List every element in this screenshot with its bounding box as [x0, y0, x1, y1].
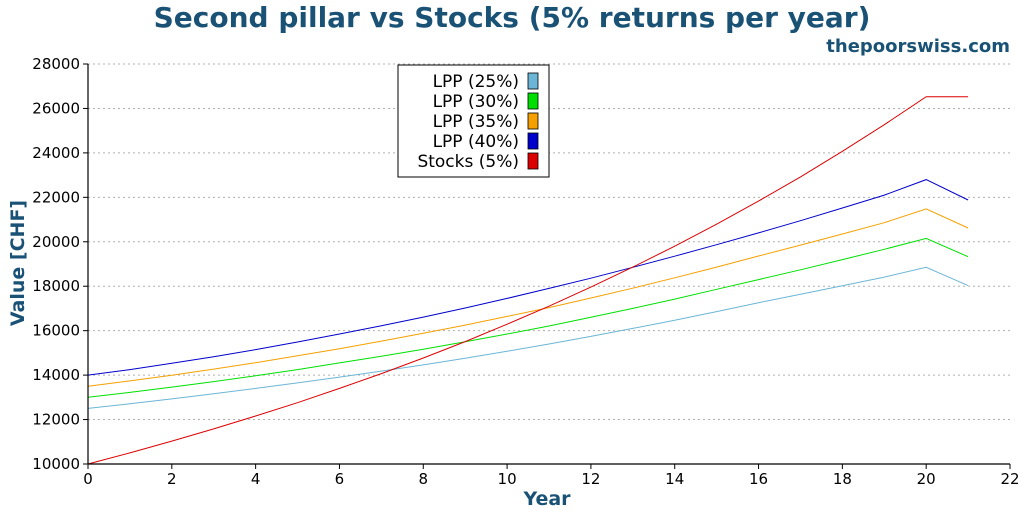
series-line-4 [87, 96, 969, 465]
y-tick-label: 24000 [32, 144, 80, 162]
y-tick-label: 14000 [32, 366, 80, 384]
x-tick-label: 10 [498, 470, 517, 488]
y-tick-label: 16000 [32, 322, 80, 340]
chart-title: Second pillar vs Stocks (5% returns per … [154, 1, 871, 34]
x-tick-label: 6 [335, 470, 345, 488]
series-line-3 [87, 179, 969, 376]
y-axis-label: Value [CHF] [7, 200, 29, 326]
y-tick-label: 22000 [32, 188, 80, 206]
y-tick-label: 28000 [32, 55, 80, 73]
legend-swatch [527, 112, 539, 130]
y-tick-label: 26000 [32, 99, 80, 117]
tick-labels: 10000 12000 14000 16000 18000 20000 22000 24000… [32, 55, 1019, 488]
y-tick-label: 20000 [32, 233, 80, 251]
x-tick-label: 8 [418, 470, 428, 488]
series-line-0 [87, 266, 969, 409]
x-tick-label: 20 [917, 470, 936, 488]
legend-swatch [527, 72, 539, 90]
series-line-1 [87, 237, 969, 398]
legend-swatch [527, 152, 539, 170]
legend-label: LPP (35%) [433, 112, 519, 132]
legend-swatch [527, 92, 539, 110]
legend-label: Stocks (5%) [417, 152, 519, 172]
x-tick-label: 4 [251, 470, 261, 488]
x-tick-label: 14 [665, 470, 684, 488]
x-tick-label: 2 [167, 470, 177, 488]
x-tick-label: 22 [1000, 470, 1019, 488]
x-axis-label: Year [522, 488, 571, 510]
watermark: thepoorswiss.com [826, 36, 1010, 57]
series-line-2 [87, 208, 969, 387]
legend-swatch [527, 132, 539, 150]
x-tick-label: 18 [833, 470, 852, 488]
legend: LPP (25%)LPP (30%)LPP (35%)LPP (40%)Stoc… [397, 64, 550, 178]
legend-label: LPP (30%) [433, 92, 519, 112]
y-tick-label: 12000 [32, 411, 80, 429]
y-tick-label: 10000 [32, 455, 80, 473]
legend-label: LPP (25%) [433, 72, 519, 92]
series-lines [87, 96, 969, 465]
x-tick-label: 12 [581, 470, 600, 488]
x-tick-label: 16 [749, 470, 768, 488]
x-tick-label: 0 [83, 470, 93, 488]
legend-label: LPP (40%) [433, 132, 519, 152]
axes [83, 63, 1011, 469]
legend-box [397, 64, 550, 178]
y-tick-label: 18000 [32, 277, 80, 295]
